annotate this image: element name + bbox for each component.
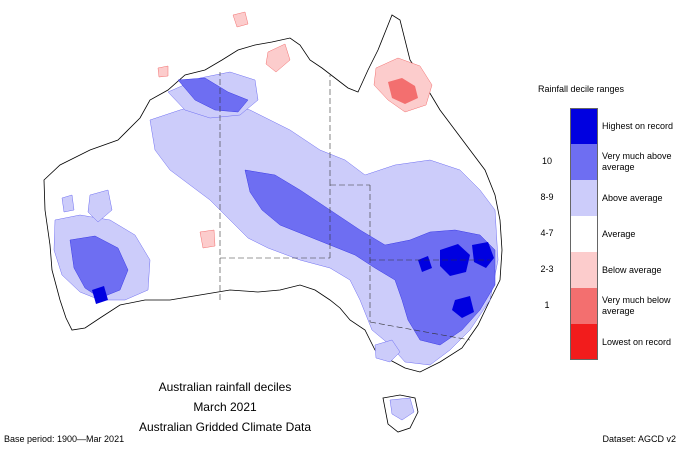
legend-item: Lowest on record <box>532 324 680 360</box>
legend-label: Lowest on record <box>602 336 672 347</box>
legend-item: 2-3 Below average <box>532 252 680 288</box>
dataset-label: Dataset: AGCD v2 <box>602 434 676 444</box>
legend-item: 10 Very much above average <box>532 144 680 180</box>
legend-swatch <box>570 324 598 360</box>
legend-code: 4-7 <box>540 228 554 238</box>
legend-label: Below average <box>602 264 662 275</box>
legend-code: 1 <box>544 300 550 310</box>
very-much-below-average-area <box>388 78 418 104</box>
legend-item: 8-9 Above average <box>532 180 680 216</box>
legend-label: Highest on record <box>602 120 674 131</box>
base-period: Base period: 1900—Mar 2021 <box>4 434 125 444</box>
legend-item: 1 Very much below average <box>532 288 680 324</box>
legend-label: Very much below average <box>602 295 671 316</box>
legend-swatch <box>570 144 598 180</box>
legend-code: 2-3 <box>540 264 554 274</box>
legend-item: Highest on record <box>532 108 680 144</box>
legend-swatch <box>570 288 598 324</box>
legend-swatch <box>570 216 598 252</box>
legend-title: Rainfall decile ranges <box>538 84 625 94</box>
legend-label: Above average <box>602 192 663 203</box>
legend-swatch <box>570 252 598 288</box>
legend-code: 10 <box>541 156 552 166</box>
legend-item: 4-7 Average <box>532 216 680 252</box>
legend-label: Average <box>602 228 636 239</box>
legend-label: Very much above average <box>602 151 672 172</box>
map-title: Australian rainfall deciles <box>158 380 292 394</box>
legend-swatch <box>570 180 598 216</box>
map-subtitle-dataset: Australian Gridded Climate Data <box>138 420 312 434</box>
state-borders <box>219 72 490 341</box>
legend-swatch <box>570 108 598 144</box>
map-subtitle-date: March 2021 <box>193 400 257 414</box>
legend-code: 8-9 <box>540 192 554 202</box>
